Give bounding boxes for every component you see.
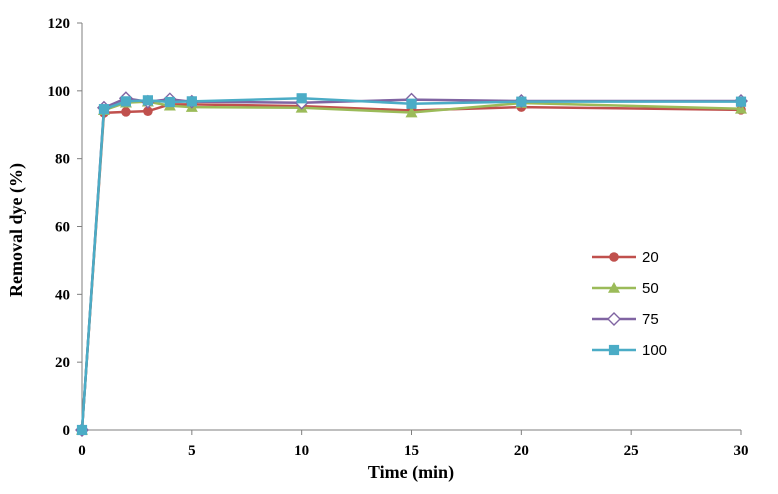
x-tick-label: 15 — [404, 443, 419, 459]
legend-label: 75 — [642, 311, 659, 328]
data-point-100 — [120, 96, 132, 107]
legend-marker — [608, 344, 620, 356]
legend: 20 50 75 100 — [592, 249, 667, 359]
data-point-50 — [405, 106, 418, 118]
legend-marker — [608, 282, 620, 293]
data-point-100 — [142, 95, 153, 106]
data-point-20 — [121, 107, 131, 117]
y-tick-label: 0 — [63, 423, 71, 439]
legend-label: 100 — [642, 342, 667, 359]
data-point-100 — [735, 96, 747, 107]
series-line-100 — [80, 97, 741, 431]
series-group — [75, 91, 748, 437]
y-tick-label: 120 — [48, 16, 71, 32]
legend-entry-20: 20 — [592, 249, 659, 266]
data-point-100 — [516, 96, 527, 107]
y-tick-label: 40 — [55, 287, 70, 303]
x-tick-label: 25 — [624, 443, 639, 459]
data-point-100 — [296, 93, 307, 104]
legend-entry-75: 75 — [592, 311, 659, 328]
x-tick-label: 20 — [514, 443, 529, 459]
data-point-20 — [143, 106, 153, 116]
data-point-100 — [164, 96, 175, 108]
y-tick-label: 20 — [55, 355, 70, 371]
legend-entry-50: 50 — [592, 280, 659, 297]
data-point-100 — [76, 424, 88, 436]
y-tick-label: 80 — [55, 152, 70, 168]
legend-entry-100: 100 — [592, 342, 667, 359]
legend-label: 50 — [642, 280, 659, 297]
y-tick-label: 60 — [55, 220, 70, 236]
data-point-100 — [406, 98, 417, 109]
legend-marker — [607, 312, 621, 326]
data-point-50 — [735, 102, 747, 114]
data-point-100 — [186, 96, 197, 107]
y-axis-title: Removal dye (%) — [6, 163, 27, 297]
x-tick-label: 30 — [734, 443, 749, 459]
legend-label: 20 — [642, 249, 659, 266]
tick-labels: 0 20 40 60 80 100 120 0 5 10 15 20 25 30 — [48, 16, 749, 459]
x-tick-label: 10 — [294, 443, 309, 459]
y-tick-label: 100 — [48, 84, 71, 100]
x-axis-title: Time (min) — [368, 462, 454, 483]
series-20 — [77, 99, 746, 435]
legend-marker — [609, 252, 619, 262]
x-tick-label: 0 — [78, 443, 86, 459]
series-line-20 — [80, 103, 742, 431]
x-tick-label: 5 — [188, 443, 196, 459]
series-100 — [76, 93, 747, 436]
axes — [77, 22, 742, 435]
data-point-100 — [98, 104, 110, 115]
